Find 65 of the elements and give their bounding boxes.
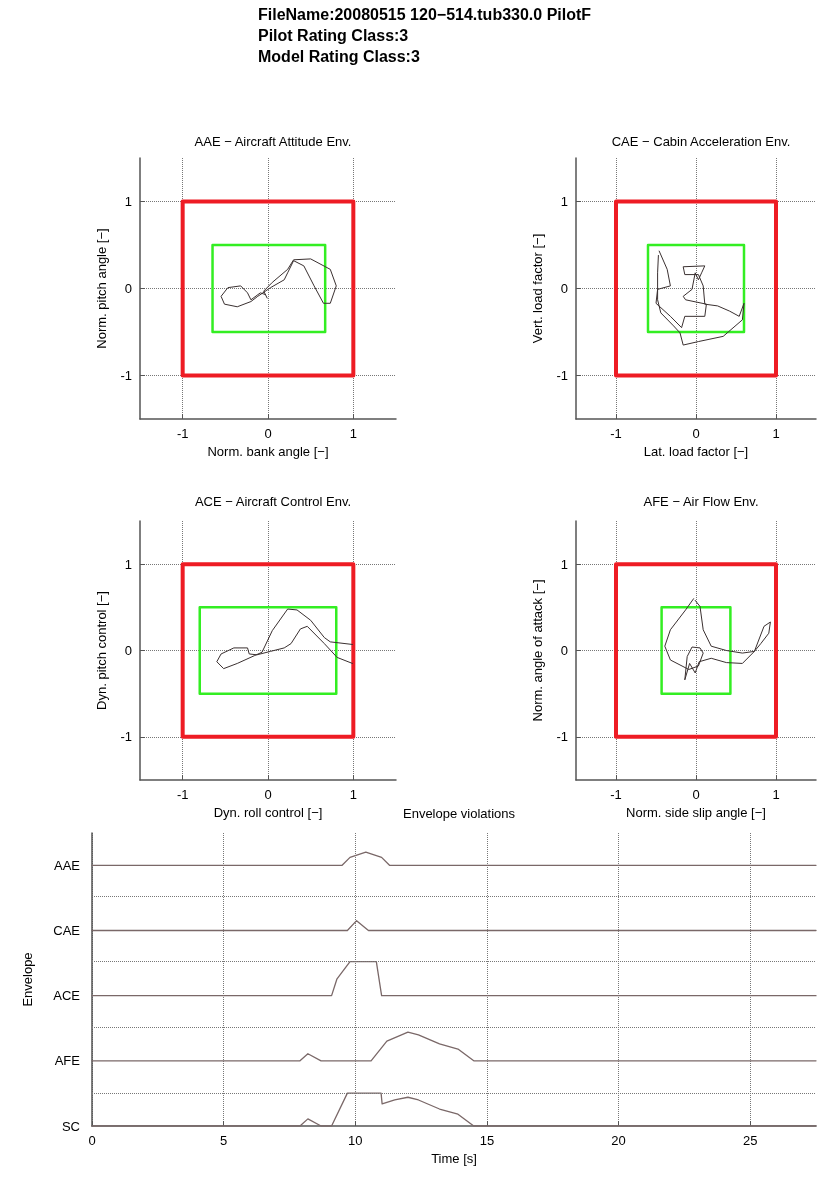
line-series [211,243,327,334]
series-label: SC [61,1118,80,1134]
text: FileName:20080515 120−514.tub330.0 PilotF [258,5,592,25]
x-tick-label: -1 [176,426,189,441]
y-tick-label: 1 [124,194,132,209]
line-series [614,562,778,739]
y-tick-label: 0 [124,643,132,658]
text: Pilot Rating Class:3 [258,26,410,46]
y-tick-label: 1 [124,556,132,572]
x-axis-title: Lat. load factor [−] [643,443,749,459]
x-tick-label: -1 [176,787,189,802]
line-series [614,199,778,378]
y-tick-label: 1 [560,194,568,209]
line-series [655,250,745,346]
x-tick-label: 20 [611,1133,626,1148]
y-tick-label: -1 [556,368,568,383]
series-label: AAE [53,857,81,873]
x-axis-title: Time [s] [431,1150,477,1166]
y-tick-label: 0 [124,281,132,296]
x-axis-title: Norm. side slip angle [−] [626,804,766,820]
line-series [220,258,337,308]
line-series [664,598,771,681]
x-tick-label: 0 [88,1133,96,1148]
y-axis-title: Norm. pitch angle [−] [94,228,109,349]
x-tick-label: -1 [610,787,622,802]
chart-title: Envelope violations [402,806,516,821]
x-axis-title: Norm. bank angle [−] [207,443,329,459]
x-axis-title: Dyn. roll control [−] [213,804,323,820]
y-axis-title: Vert. load factor [−] [530,233,545,344]
x-tick-label: 25 [742,1133,758,1148]
line-series [198,606,338,695]
line-series [180,562,356,739]
y-axis-title: Envelope [20,952,35,1007]
x-tick-label: -1 [610,426,622,441]
x-tick-label: 0 [264,787,272,802]
x-tick-label: 1 [772,426,780,441]
x-tick-label: 15 [479,1133,495,1148]
y-tick-label: 1 [560,556,568,572]
chart-title: CAE − Cabin Acceleration Env. [611,134,791,149]
x-tick-label: 0 [692,787,700,802]
y-axis-title: Dyn. pitch control [−] [94,591,109,710]
chart-title: AAE − Aircraft Attitude Env. [194,134,352,149]
line-series [180,199,356,378]
x-tick-label: 1 [349,787,357,802]
y-axis-title: Norm. angle of attack [−] [530,579,545,722]
y-tick-label: -1 [120,729,132,745]
x-tick-label: 0 [264,426,272,441]
series-label: ACE [53,988,81,1004]
y-tick-label: -1 [120,368,132,383]
y-tick-label: 0 [560,643,568,658]
series-label: AFE [54,1053,81,1069]
x-tick-label: 1 [772,787,780,802]
x-tick-label: 10 [348,1133,363,1148]
x-tick-label: 5 [220,1133,228,1148]
line-series [646,243,746,334]
line-series [216,608,353,670]
series-label: CAE [53,922,81,938]
text: Model Rating Class:3 [258,47,421,67]
x-tick-label: 0 [692,426,700,441]
line-series [660,606,732,695]
chart-title: ACE − Aircraft Control Env. [194,494,352,509]
y-tick-label: 0 [560,281,568,296]
chart-title: AFE − Air Flow Env. [643,494,759,509]
x-tick-label: 1 [349,426,357,441]
y-tick-label: -1 [556,729,568,745]
